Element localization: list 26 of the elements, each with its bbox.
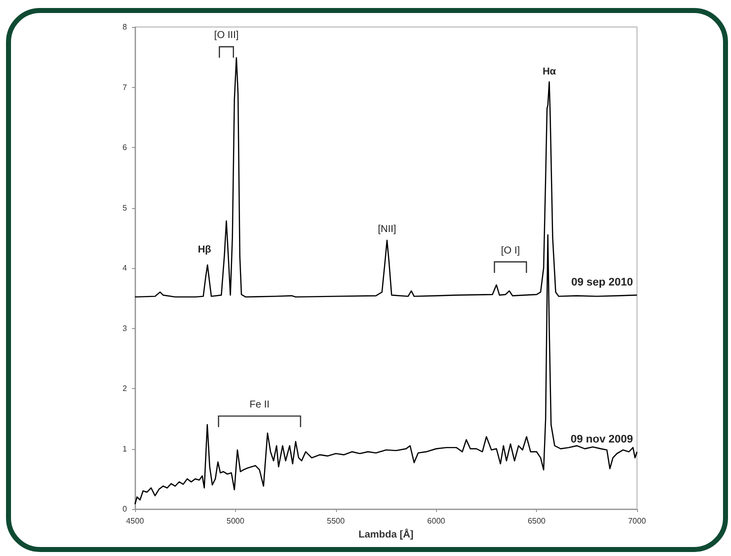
series-label: 09 nov 2009 — [570, 433, 633, 446]
annotation: [O III] — [214, 30, 239, 42]
x-tick-label: 6000 — [427, 516, 446, 526]
y-tick-label: 5 — [122, 203, 128, 212]
x-axis-title: Lambda [Å] — [358, 528, 414, 540]
line-series — [134, 234, 638, 505]
y-tick-label: 1 — [122, 444, 128, 454]
x-tick-label: 5500 — [326, 516, 346, 526]
annotation: Fe II — [250, 400, 270, 411]
annotation: Hβ — [198, 244, 212, 256]
y-tick-label: 2 — [122, 384, 128, 393]
annotation: [O I] — [500, 245, 520, 256]
x-tick-label: 7000 — [628, 516, 646, 526]
y-tick-label: 3 — [122, 324, 128, 333]
y-tick-label: 8 — [122, 22, 128, 32]
y-tick-label: 4 — [122, 264, 128, 272]
series-label: 09 sep 2010 — [571, 276, 633, 289]
x-tick-label: 6500 — [528, 516, 546, 526]
y-tick-label: 7 — [122, 82, 128, 92]
line-series — [134, 57, 638, 298]
annotation: [NII] — [378, 224, 396, 235]
x-tick-label: 4500 — [126, 516, 144, 526]
y-tick-label: 0 — [122, 504, 128, 514]
y-tick-label: 6 — [122, 143, 128, 152]
x-tick-label: 5000 — [226, 516, 245, 526]
annotation: Hα — [542, 66, 557, 78]
